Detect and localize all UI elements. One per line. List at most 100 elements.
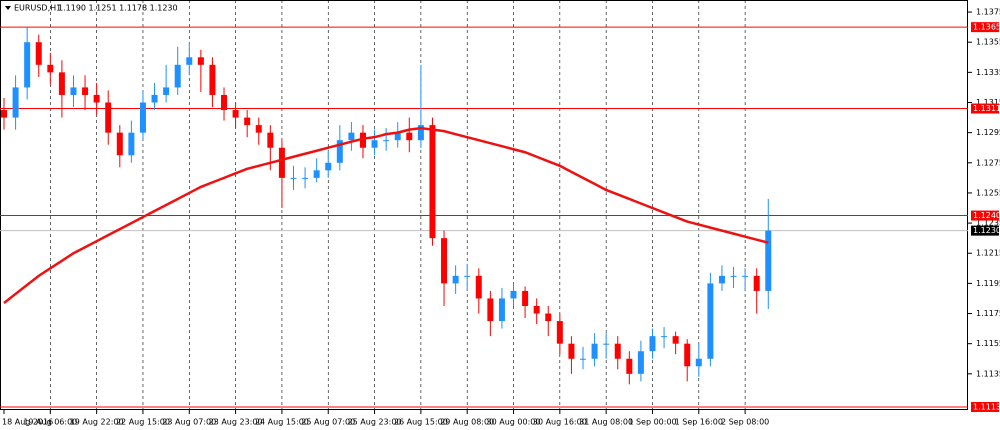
level-label: 1.1365: [973, 23, 1000, 32]
x-tick-label: 1 Sep 00:00: [628, 418, 676, 427]
candle-body: [510, 290, 517, 299]
candle-body: [93, 94, 100, 103]
candle-body: [626, 358, 633, 374]
candle-body: [186, 57, 193, 65]
candle-body: [730, 275, 737, 277]
chart-title: EURUSD,H1: [14, 4, 61, 13]
y-tick-label: 1.1135: [976, 369, 1000, 378]
candle-body: [359, 132, 366, 148]
candle-body: [383, 140, 390, 142]
moving-average: [3, 126, 769, 304]
candle-body: [417, 125, 424, 141]
candle-body: [290, 177, 297, 179]
level-bg: [971, 22, 999, 33]
candle-body: [151, 94, 158, 103]
x-tick-label: 25 Aug 07:00: [301, 418, 355, 427]
x-tick-label: 25 Aug 23:00: [348, 418, 402, 427]
candle-body: [406, 132, 413, 141]
menu-arrow: [5, 6, 11, 10]
y-tick-label: 1.1335: [976, 68, 1000, 77]
candle-body: [278, 147, 285, 178]
level-label: 1.1240: [973, 211, 1000, 220]
candle-body: [174, 64, 181, 88]
candle-body: [684, 343, 691, 367]
candle-body: [371, 140, 378, 148]
x-tick-label: 18 Aug 2016: [2, 418, 53, 427]
candle-body: [221, 94, 228, 111]
x-tick-label: 29 Aug 08:00: [440, 418, 494, 427]
level-bg: [971, 103, 999, 114]
candle-body: [128, 132, 135, 156]
candle-body: [116, 132, 123, 156]
candle-body: [753, 275, 760, 291]
x-tick-label: 1 Sep 16:00: [675, 418, 723, 427]
candle-body: [24, 42, 31, 88]
candle-body: [545, 313, 552, 322]
candle-body: [707, 283, 714, 359]
y-tick-label: 1.1375: [976, 8, 1000, 17]
y-tick-label: 1.1295: [976, 128, 1000, 137]
candle-body: [82, 87, 89, 95]
candle-body: [649, 336, 656, 352]
candle-body: [70, 87, 77, 95]
x-tick-label: 30 Aug 16:00: [533, 418, 587, 427]
quote: 1.1190 1.1251 1.1178 1.1230: [58, 4, 178, 13]
x-tick-label: 19 Aug 06:00: [23, 418, 77, 427]
candle-body: [35, 42, 42, 65]
x-tick-label: 24 Aug 15:00: [255, 418, 309, 427]
candle-body: [209, 64, 216, 95]
candle-body: [556, 321, 563, 344]
candle-body: [695, 358, 702, 367]
y-tick-label: 1.1195: [976, 279, 1000, 288]
last-price-bg: [971, 225, 999, 236]
y-tick-label: 1.1175: [976, 309, 1000, 318]
candle-body: [742, 275, 749, 277]
candle-body: [614, 343, 621, 359]
candle-body: [487, 298, 494, 322]
candle-body: [429, 125, 436, 239]
last-price-label: 1.1230: [973, 226, 1000, 235]
candle-body: [661, 336, 668, 338]
candle-body: [718, 275, 725, 284]
x-tick-label: 23 Aug 07:00: [162, 418, 216, 427]
candle-body: [163, 87, 170, 95]
y-tick-label: 1.1215: [976, 249, 1000, 258]
y-tick-label: 1.1235: [976, 219, 1000, 228]
candle-body: [348, 132, 355, 141]
candle-body: [475, 275, 482, 299]
candle-body: [105, 102, 112, 133]
candle-body: [637, 351, 644, 374]
level-label: 1.1113: [973, 402, 1000, 411]
plot-frame: [0, 0, 968, 410]
candle-body: [452, 275, 459, 284]
candle-body: [498, 298, 505, 322]
candle-body: [267, 132, 274, 148]
candle-body: [464, 275, 471, 277]
candle-body: [232, 110, 239, 118]
candle-body: [603, 343, 610, 345]
x-tick-label: 19 Aug 22:00: [70, 418, 124, 427]
candle-body: [244, 117, 251, 126]
candle-body: [765, 230, 772, 291]
candle-body: [58, 72, 65, 95]
candle-body: [336, 140, 343, 163]
candle-body: [139, 102, 146, 133]
level-label: 1.1311: [973, 104, 1000, 113]
candle-body: [12, 87, 19, 118]
candle-body: [325, 162, 332, 171]
y-tick-label: 1.1155: [976, 339, 1000, 348]
candle-body: [591, 343, 598, 359]
y-tick-label: 1.1255: [976, 188, 1000, 197]
level-bg: [971, 210, 999, 221]
y-tick-label: 1.1315: [976, 98, 1000, 107]
candle-body: [441, 238, 448, 284]
candle-body: [533, 305, 540, 314]
candle-body: [302, 177, 309, 179]
x-tick-label: 31 Aug 08:00: [579, 418, 633, 427]
x-tick-label: 2 Sep 08:00: [721, 418, 769, 427]
candle-body: [580, 358, 586, 360]
candle-body: [672, 336, 679, 344]
candle-body: [394, 132, 401, 141]
x-tick-label: 26 Aug 15:00: [394, 418, 448, 427]
candle-body: [313, 170, 320, 178]
